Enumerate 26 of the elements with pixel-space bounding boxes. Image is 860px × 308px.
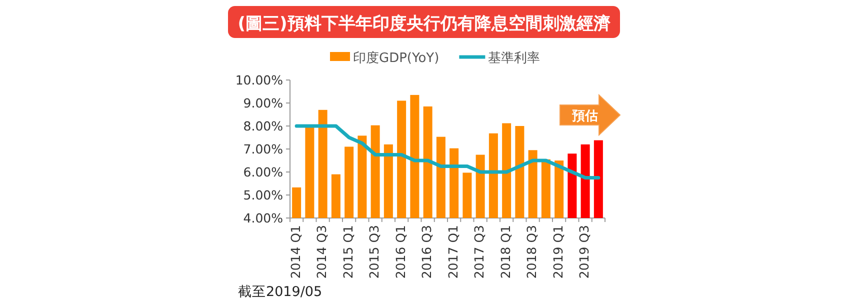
x-tick-label: 2017 Q1 — [445, 225, 460, 279]
x-tick-label: 2019 Q1 — [550, 225, 566, 279]
x-tick-label: 2016 Q3 — [419, 225, 434, 279]
x-tick-label: 2014 Q1 — [288, 225, 303, 279]
x-tick-label: 2017 Q3 — [472, 225, 487, 279]
x-tick-label: 2015 Q1 — [340, 225, 356, 279]
y-tick-label: 4.00% — [243, 210, 284, 226]
y-tick-label: 6.00% — [243, 164, 284, 180]
x-tick-label: 2018 Q3 — [524, 225, 540, 279]
y-tick-label: 9.00% — [243, 96, 284, 110]
y-tick-label: 8.00% — [243, 118, 284, 134]
chart-title: (圖三)預料下半年印度央行仍有降息空間刺激經濟 — [238, 14, 612, 34]
y-tick-label: 10.00% — [235, 72, 284, 88]
line-series — [294, 124, 600, 180]
annotation: 預估 — [571, 109, 598, 124]
y-tick-label: 7.00% — [243, 142, 284, 156]
x-tick-label: 2015 Q3 — [366, 225, 382, 279]
x-tick-label: 2016 Q1 — [392, 225, 408, 279]
title-box: (圖三)預料下半年印度央行仍有降息空間刺激經濟 — [228, 6, 620, 38]
text: 截至2019/05 — [238, 284, 322, 300]
x-tick-label: 2019 Q3 — [576, 225, 592, 279]
x-tick-label: 2018 Q1 — [498, 225, 513, 279]
legend-label: 印度GDP(YoY) — [353, 50, 440, 66]
legend-label: 基準利率 — [488, 50, 540, 66]
x-tick-label: 2014 Q3 — [314, 225, 330, 279]
y-tick-label: 5.00% — [243, 188, 284, 202]
